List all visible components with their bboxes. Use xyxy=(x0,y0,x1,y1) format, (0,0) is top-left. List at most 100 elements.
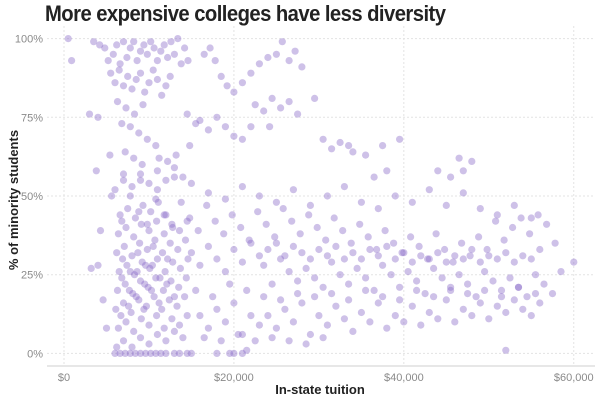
data-point xyxy=(442,258,450,266)
data-point xyxy=(430,293,438,301)
data-point xyxy=(153,75,161,84)
data-point xyxy=(162,176,170,184)
data-point xyxy=(234,330,242,339)
data-point xyxy=(288,217,296,225)
data-point xyxy=(230,349,238,357)
data-point xyxy=(374,252,382,260)
data-point xyxy=(153,330,161,339)
data-point xyxy=(396,135,404,143)
data-point xyxy=(497,293,506,301)
data-point xyxy=(238,183,246,191)
data-point xyxy=(155,299,163,307)
data-point xyxy=(311,293,319,301)
data-point xyxy=(203,201,211,209)
data-point xyxy=(183,349,191,357)
data-point xyxy=(132,75,140,84)
data-point xyxy=(221,195,229,203)
data-point xyxy=(434,167,442,175)
data-point xyxy=(497,286,506,294)
data-point xyxy=(230,88,238,96)
data-point xyxy=(455,271,463,279)
data-point xyxy=(204,242,212,250)
data-point xyxy=(483,245,491,254)
data-point xyxy=(223,82,231,90)
data-point xyxy=(415,242,423,250)
data-point xyxy=(247,69,255,77)
data-point xyxy=(302,264,310,272)
data-point xyxy=(158,249,167,257)
data-point xyxy=(221,268,229,276)
data-point xyxy=(357,255,365,263)
data-point xyxy=(124,72,132,80)
data-point xyxy=(126,268,134,276)
data-point xyxy=(523,293,531,301)
data-point xyxy=(217,337,225,345)
data-point xyxy=(147,208,155,216)
data-point xyxy=(356,220,364,228)
data-point xyxy=(260,293,268,301)
data-point xyxy=(187,249,195,257)
data-point xyxy=(468,312,476,320)
data-point xyxy=(398,249,406,257)
data-point xyxy=(336,138,344,147)
data-point xyxy=(238,135,246,143)
data-point xyxy=(119,82,128,90)
data-point xyxy=(238,258,246,266)
data-point xyxy=(485,315,493,323)
data-point xyxy=(101,44,109,52)
data-point xyxy=(527,214,535,222)
data-point xyxy=(187,349,195,357)
data-point xyxy=(143,220,151,228)
data-point xyxy=(119,337,128,345)
data-point xyxy=(408,302,416,310)
data-point xyxy=(306,255,314,263)
data-point xyxy=(168,220,176,228)
data-point xyxy=(493,255,501,263)
data-point xyxy=(116,60,124,68)
data-point xyxy=(107,69,115,77)
data-point xyxy=(277,104,285,112)
data-point xyxy=(170,327,178,335)
data-point xyxy=(175,321,184,329)
data-point xyxy=(432,230,440,238)
data-point xyxy=(122,223,130,232)
data-point xyxy=(213,305,221,313)
data-point xyxy=(64,35,72,43)
data-point xyxy=(109,50,117,58)
x-tick-label: $60,000 xyxy=(554,372,594,384)
data-point xyxy=(172,151,180,159)
data-point xyxy=(366,245,374,254)
data-point xyxy=(279,205,287,213)
y-axis-label: % of minority students xyxy=(6,130,21,270)
data-point xyxy=(192,286,200,294)
data-point xyxy=(181,293,189,301)
data-point xyxy=(148,261,156,269)
data-point xyxy=(94,113,102,121)
data-point xyxy=(464,280,472,288)
data-point xyxy=(96,227,105,235)
data-point xyxy=(373,245,381,254)
data-point xyxy=(150,44,158,52)
data-point xyxy=(493,211,501,219)
data-point xyxy=(277,296,285,304)
data-point xyxy=(119,38,128,46)
data-point xyxy=(228,211,236,219)
data-point xyxy=(158,91,166,99)
data-point xyxy=(125,302,133,310)
data-point xyxy=(468,245,476,254)
data-point xyxy=(289,186,297,194)
data-point xyxy=(121,148,129,156)
data-point xyxy=(113,41,121,49)
data-point xyxy=(502,346,510,354)
data-point xyxy=(177,198,185,206)
data-point xyxy=(339,227,347,235)
data-point xyxy=(136,176,145,184)
data-points xyxy=(64,35,578,357)
data-point xyxy=(153,255,161,263)
data-point xyxy=(152,142,160,150)
data-point xyxy=(243,286,251,294)
data-point xyxy=(184,255,192,263)
data-point xyxy=(154,198,162,206)
data-point xyxy=(169,258,177,266)
